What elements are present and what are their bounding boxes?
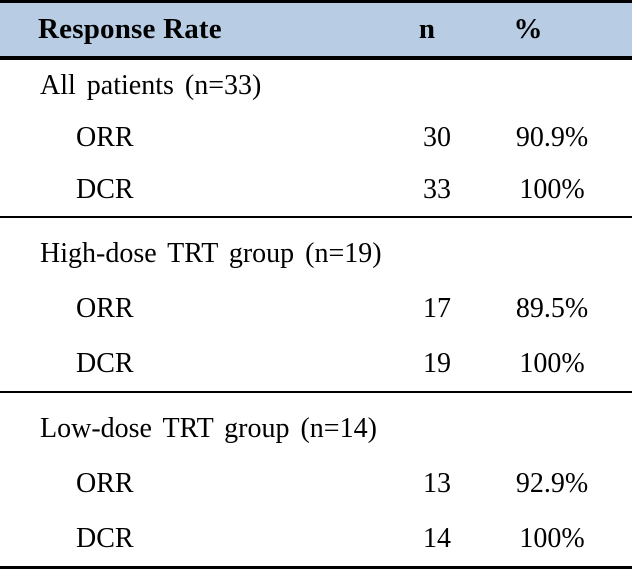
section-high-dose-trt: High-dose TRT group (n=19) ORR 17 89.5% … xyxy=(0,218,632,393)
table-row: DCR 33 100% xyxy=(0,164,632,216)
section-title-row: All patients (n=33) xyxy=(0,60,632,112)
section-title: High-dose TRT group (n=19) xyxy=(40,237,382,269)
row-n-value: 14 xyxy=(423,522,451,554)
section-all-patients: All patients (n=33) ORR 30 90.9% DCR 33 … xyxy=(0,60,632,218)
row-n-value: 33 xyxy=(423,174,451,205)
row-n-value: 13 xyxy=(423,467,451,499)
row-label: ORR xyxy=(76,467,134,499)
table-row: DCR 19 100% xyxy=(0,336,632,391)
row-label: DCR xyxy=(76,347,134,379)
row-percent-value: 100% xyxy=(519,347,585,379)
section-title-row: Low-dose TRT group (n=14) xyxy=(0,401,632,456)
row-n-value: 19 xyxy=(423,347,451,379)
column-header-n: n xyxy=(418,13,436,45)
row-label: DCR xyxy=(76,522,134,554)
table-row: DCR 14 100% xyxy=(0,511,632,566)
row-percent-value: 100% xyxy=(519,174,585,205)
row-percent-value: 100% xyxy=(519,522,585,554)
section-title: Low-dose TRT group (n=14) xyxy=(40,412,377,444)
table-row: ORR 17 89.5% xyxy=(0,281,632,336)
row-label: ORR xyxy=(76,292,134,324)
row-label: DCR xyxy=(76,174,134,205)
row-label: ORR xyxy=(76,122,134,153)
row-percent-value: 90.9% xyxy=(515,122,589,153)
row-percent-value: 92.9% xyxy=(515,467,589,499)
table-row: ORR 30 90.9% xyxy=(0,112,632,164)
column-header-percent: % xyxy=(513,13,543,45)
section-title-row: High-dose TRT group (n=19) xyxy=(0,226,632,281)
row-n-value: 30 xyxy=(423,122,451,153)
section-title: All patients (n=33) xyxy=(40,70,262,101)
table-row: ORR 13 92.9% xyxy=(0,456,632,511)
row-percent-value: 89.5% xyxy=(515,292,589,324)
row-n-value: 17 xyxy=(423,292,451,324)
table-header-row: Response Rate n % xyxy=(0,0,632,60)
section-low-dose-trt: Low-dose TRT group (n=14) ORR 13 92.9% D… xyxy=(0,393,632,569)
column-header-response-rate: Response Rate xyxy=(38,13,222,45)
